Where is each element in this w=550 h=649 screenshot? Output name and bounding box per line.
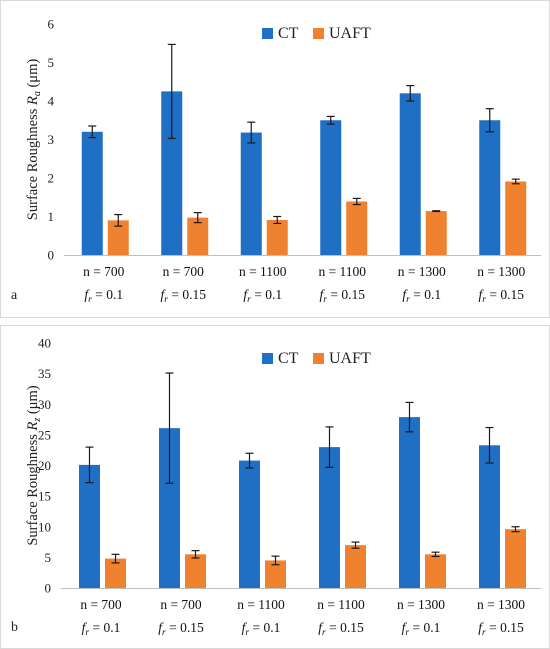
category-label-speed: n = 1300 (397, 597, 445, 612)
bar-uaft-0 (105, 558, 126, 588)
y-tick-label: 4 (48, 94, 55, 109)
category-label-feed: fr = 0.1 (402, 620, 441, 638)
category-label-feed: fr = 0.1 (243, 287, 282, 305)
y-tick-label: 20 (38, 458, 51, 473)
category-label-speed: n = 1100 (237, 597, 285, 612)
bar-ct-2 (240, 132, 262, 255)
category-label-speed: n = 1100 (317, 597, 365, 612)
category-label-feed: fr = 0.15 (320, 287, 366, 305)
bar-ct-2 (239, 460, 260, 588)
panel-letter: a (11, 288, 18, 303)
category-label-speed: n = 1300 (477, 264, 525, 279)
y-tick-label: 0 (48, 248, 55, 263)
category-label-speed: n = 1100 (239, 264, 287, 279)
y-axis-label: Surface Roughness Rz (μm) (25, 385, 43, 545)
bar-ct-3 (319, 447, 340, 588)
legend-label-uaft: UAFT (329, 25, 371, 42)
bar-ct-5 (479, 445, 500, 588)
legend-swatch-ct (262, 353, 273, 364)
category-label-speed: n = 700 (163, 264, 205, 279)
y-tick-label: 5 (48, 55, 55, 70)
bar-ct-4 (399, 93, 421, 255)
chart-panel-b: 0 5 10 15 20 25 30 35 40 Surface Roughness Rz (μm… (0, 325, 550, 649)
bar-uaft-5 (505, 529, 526, 588)
legend-label-ct: CT (278, 25, 299, 42)
bar-uaft-4 (425, 554, 446, 588)
chart-panel-a: 0 1 2 3 4 5 6 Surface Roughness Ra (μm) n = 700 f… (0, 0, 550, 318)
bar-uaft-2 (265, 560, 286, 588)
y-tick-label: 40 (38, 336, 51, 351)
bar-uaft-3 (345, 545, 366, 588)
category-label-feed: fr = 0.15 (161, 287, 207, 305)
category-label-feed: fr = 0.15 (158, 620, 204, 638)
category-label-feed: fr = 0.1 (84, 287, 123, 305)
bar-uaft-2 (266, 219, 288, 255)
bar-uaft-1 (187, 217, 209, 255)
category-label-speed: n = 700 (160, 597, 202, 612)
y-tick-label: 1 (48, 209, 55, 224)
bar-uaft-3 (346, 201, 368, 255)
y-tick-label: 15 (38, 489, 51, 504)
y-tick-label: 6 (48, 17, 55, 32)
bar-uaft-4 (425, 211, 447, 255)
bar-uaft-0 (107, 220, 129, 255)
category-label-speed: n = 700 (80, 597, 122, 612)
bar-ct-0 (81, 131, 103, 255)
roughness-rz-chart: 0 5 10 15 20 25 30 35 40 Surface Roughness Rz (μm… (11, 336, 541, 638)
y-tick-label: 5 (45, 550, 52, 565)
bar-uaft-1 (185, 554, 206, 588)
category-label-feed: fr = 0.1 (402, 287, 441, 305)
bar-ct-1 (161, 91, 183, 255)
category-label-speed: n = 700 (83, 264, 125, 279)
y-tick-label: 30 (38, 397, 51, 412)
category-label-feed: fr = 0.15 (318, 620, 364, 638)
legend-swatch-uaft (313, 28, 324, 39)
category-label-speed: n = 1300 (477, 597, 525, 612)
y-tick-label: 10 (38, 519, 51, 534)
bar-ct-0 (79, 464, 100, 588)
y-tick-label: 25 (38, 427, 51, 442)
bar-uaft-5 (505, 181, 527, 255)
bar-ct-4 (399, 417, 420, 588)
y-axis-label: Surface Roughness Ra (μm) (25, 59, 43, 221)
category-label-feed: fr = 0.15 (478, 620, 524, 638)
y-tick-label: 35 (38, 366, 51, 381)
y-tick-label: 0 (45, 581, 52, 596)
panel-letter: b (11, 620, 18, 635)
y-tick-label: 3 (48, 132, 55, 147)
y-tick-label: 2 (48, 171, 55, 186)
bar-ct-1 (159, 428, 180, 588)
roughness-ra-chart: 0 1 2 3 4 5 6 Surface Roughness Ra (μm) n = 700 f… (11, 17, 541, 305)
legend-label-uaft: UAFT (329, 350, 371, 367)
legend-swatch-uaft (313, 353, 324, 364)
legend-label-ct: CT (278, 350, 299, 367)
category-label-speed: n = 1100 (318, 264, 366, 279)
category-label-feed: fr = 0.1 (82, 620, 121, 638)
legend-swatch-ct (262, 28, 273, 39)
bar-ct-3 (320, 120, 342, 255)
category-label-speed: n = 1300 (398, 264, 446, 279)
category-label-feed: fr = 0.1 (242, 620, 281, 638)
category-label-feed: fr = 0.15 (479, 287, 525, 305)
bar-ct-5 (479, 120, 501, 255)
